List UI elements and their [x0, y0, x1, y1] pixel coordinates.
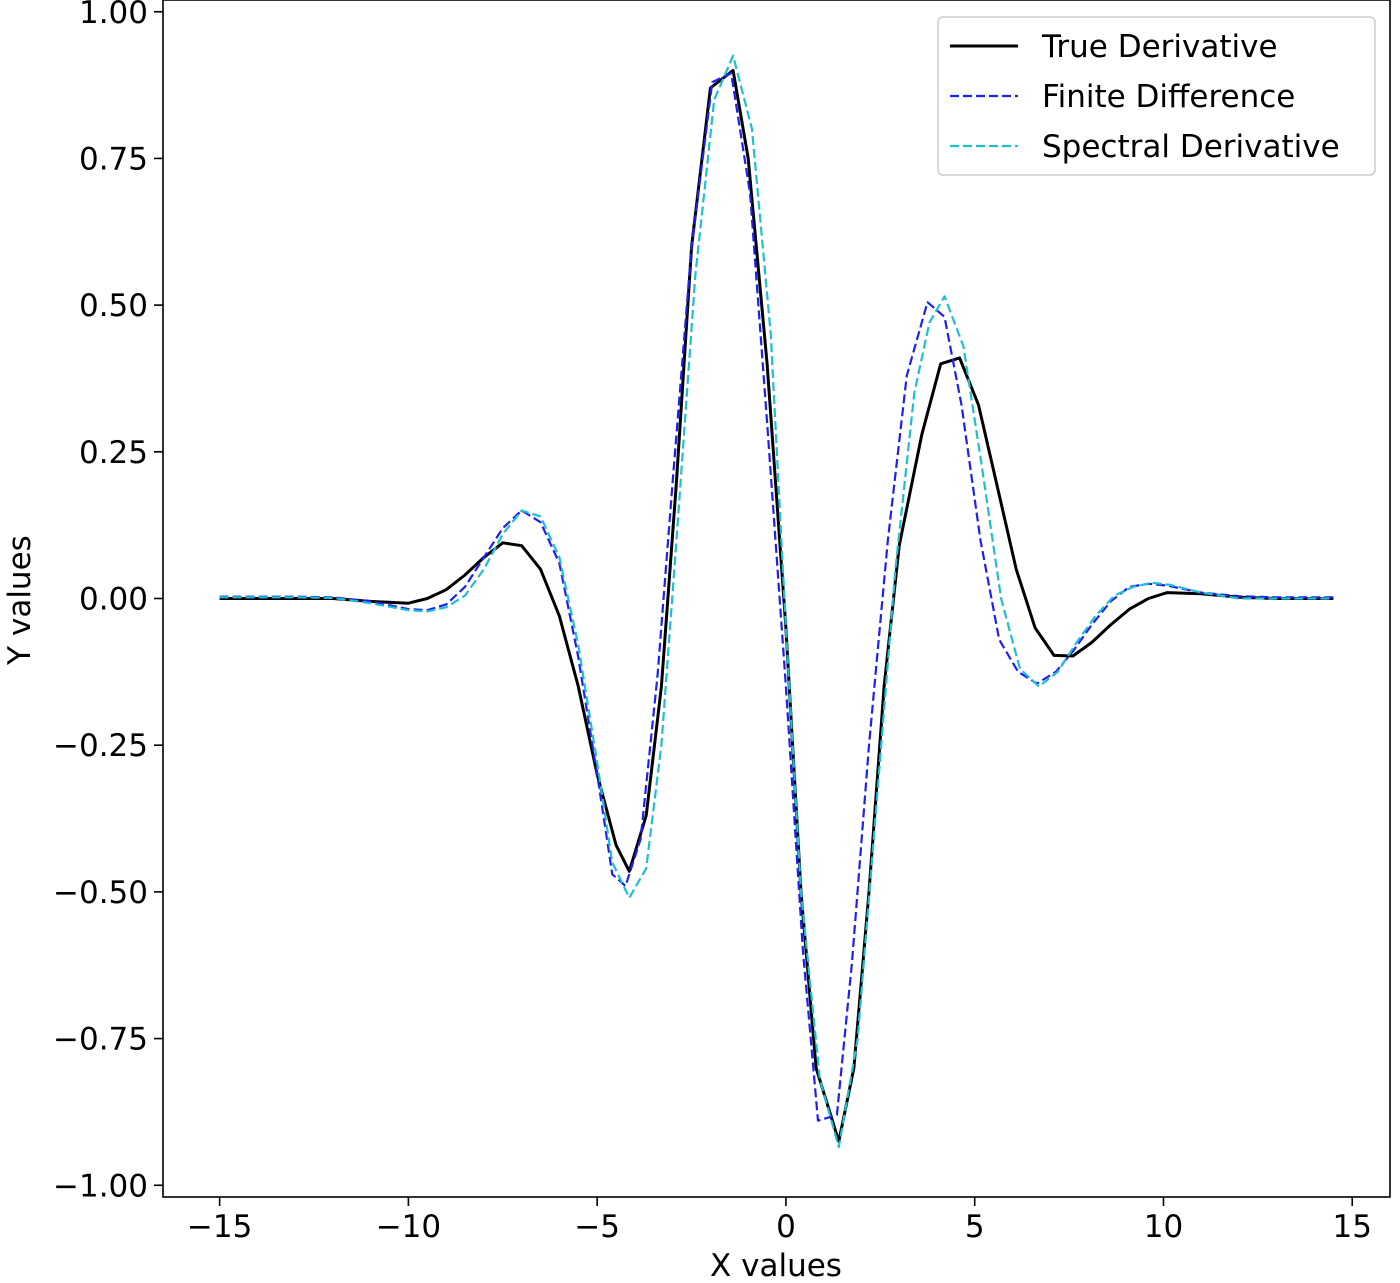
y-tick-label: 1.00	[79, 0, 148, 31]
y-tick-label: −0.50	[53, 875, 148, 911]
y-axis-title: Y values	[2, 535, 38, 666]
legend-label: Spectral Derivative	[1042, 129, 1340, 165]
y-tick-label: −0.25	[53, 728, 148, 764]
y-tick-label: 0.00	[79, 582, 148, 618]
series-line-true-derivative	[219, 68, 1334, 1143]
y-axis: −1.00 −0.75 −0.50 −0.25 0.00 0.25 0.50 0.75 1.00	[53, 0, 163, 1204]
series-line-finite-difference	[219, 72, 1334, 1122]
legend: True Derivative Finite Difference Spectral…	[937, 16, 1376, 176]
legend-label: True Derivative	[1041, 29, 1278, 65]
y-tick-label: −1.00	[53, 1168, 148, 1204]
y-tick-label: −0.75	[53, 1022, 148, 1058]
x-tick-label: 15	[1333, 1209, 1372, 1245]
x-axis-title: X values	[710, 1248, 842, 1283]
x-axis: −15 −10 −5 0 5 10 15	[187, 1197, 1372, 1245]
x-tick-label: −10	[376, 1209, 441, 1245]
x-tick-label: −5	[574, 1209, 620, 1245]
y-tick-label: 0.75	[79, 141, 148, 177]
x-tick-label: 0	[776, 1209, 796, 1245]
legend-box	[937, 16, 1376, 176]
y-tick-label: 0.25	[79, 435, 148, 471]
y-tick-label: 0.50	[79, 288, 148, 324]
series-line-spectral-derivative	[219, 54, 1334, 1149]
legend-label: Finite Difference	[1042, 79, 1295, 115]
x-tick-label: −15	[187, 1209, 252, 1245]
x-tick-label: 5	[965, 1209, 985, 1245]
series-layer	[219, 54, 1334, 1149]
x-tick-label: 10	[1144, 1209, 1183, 1245]
